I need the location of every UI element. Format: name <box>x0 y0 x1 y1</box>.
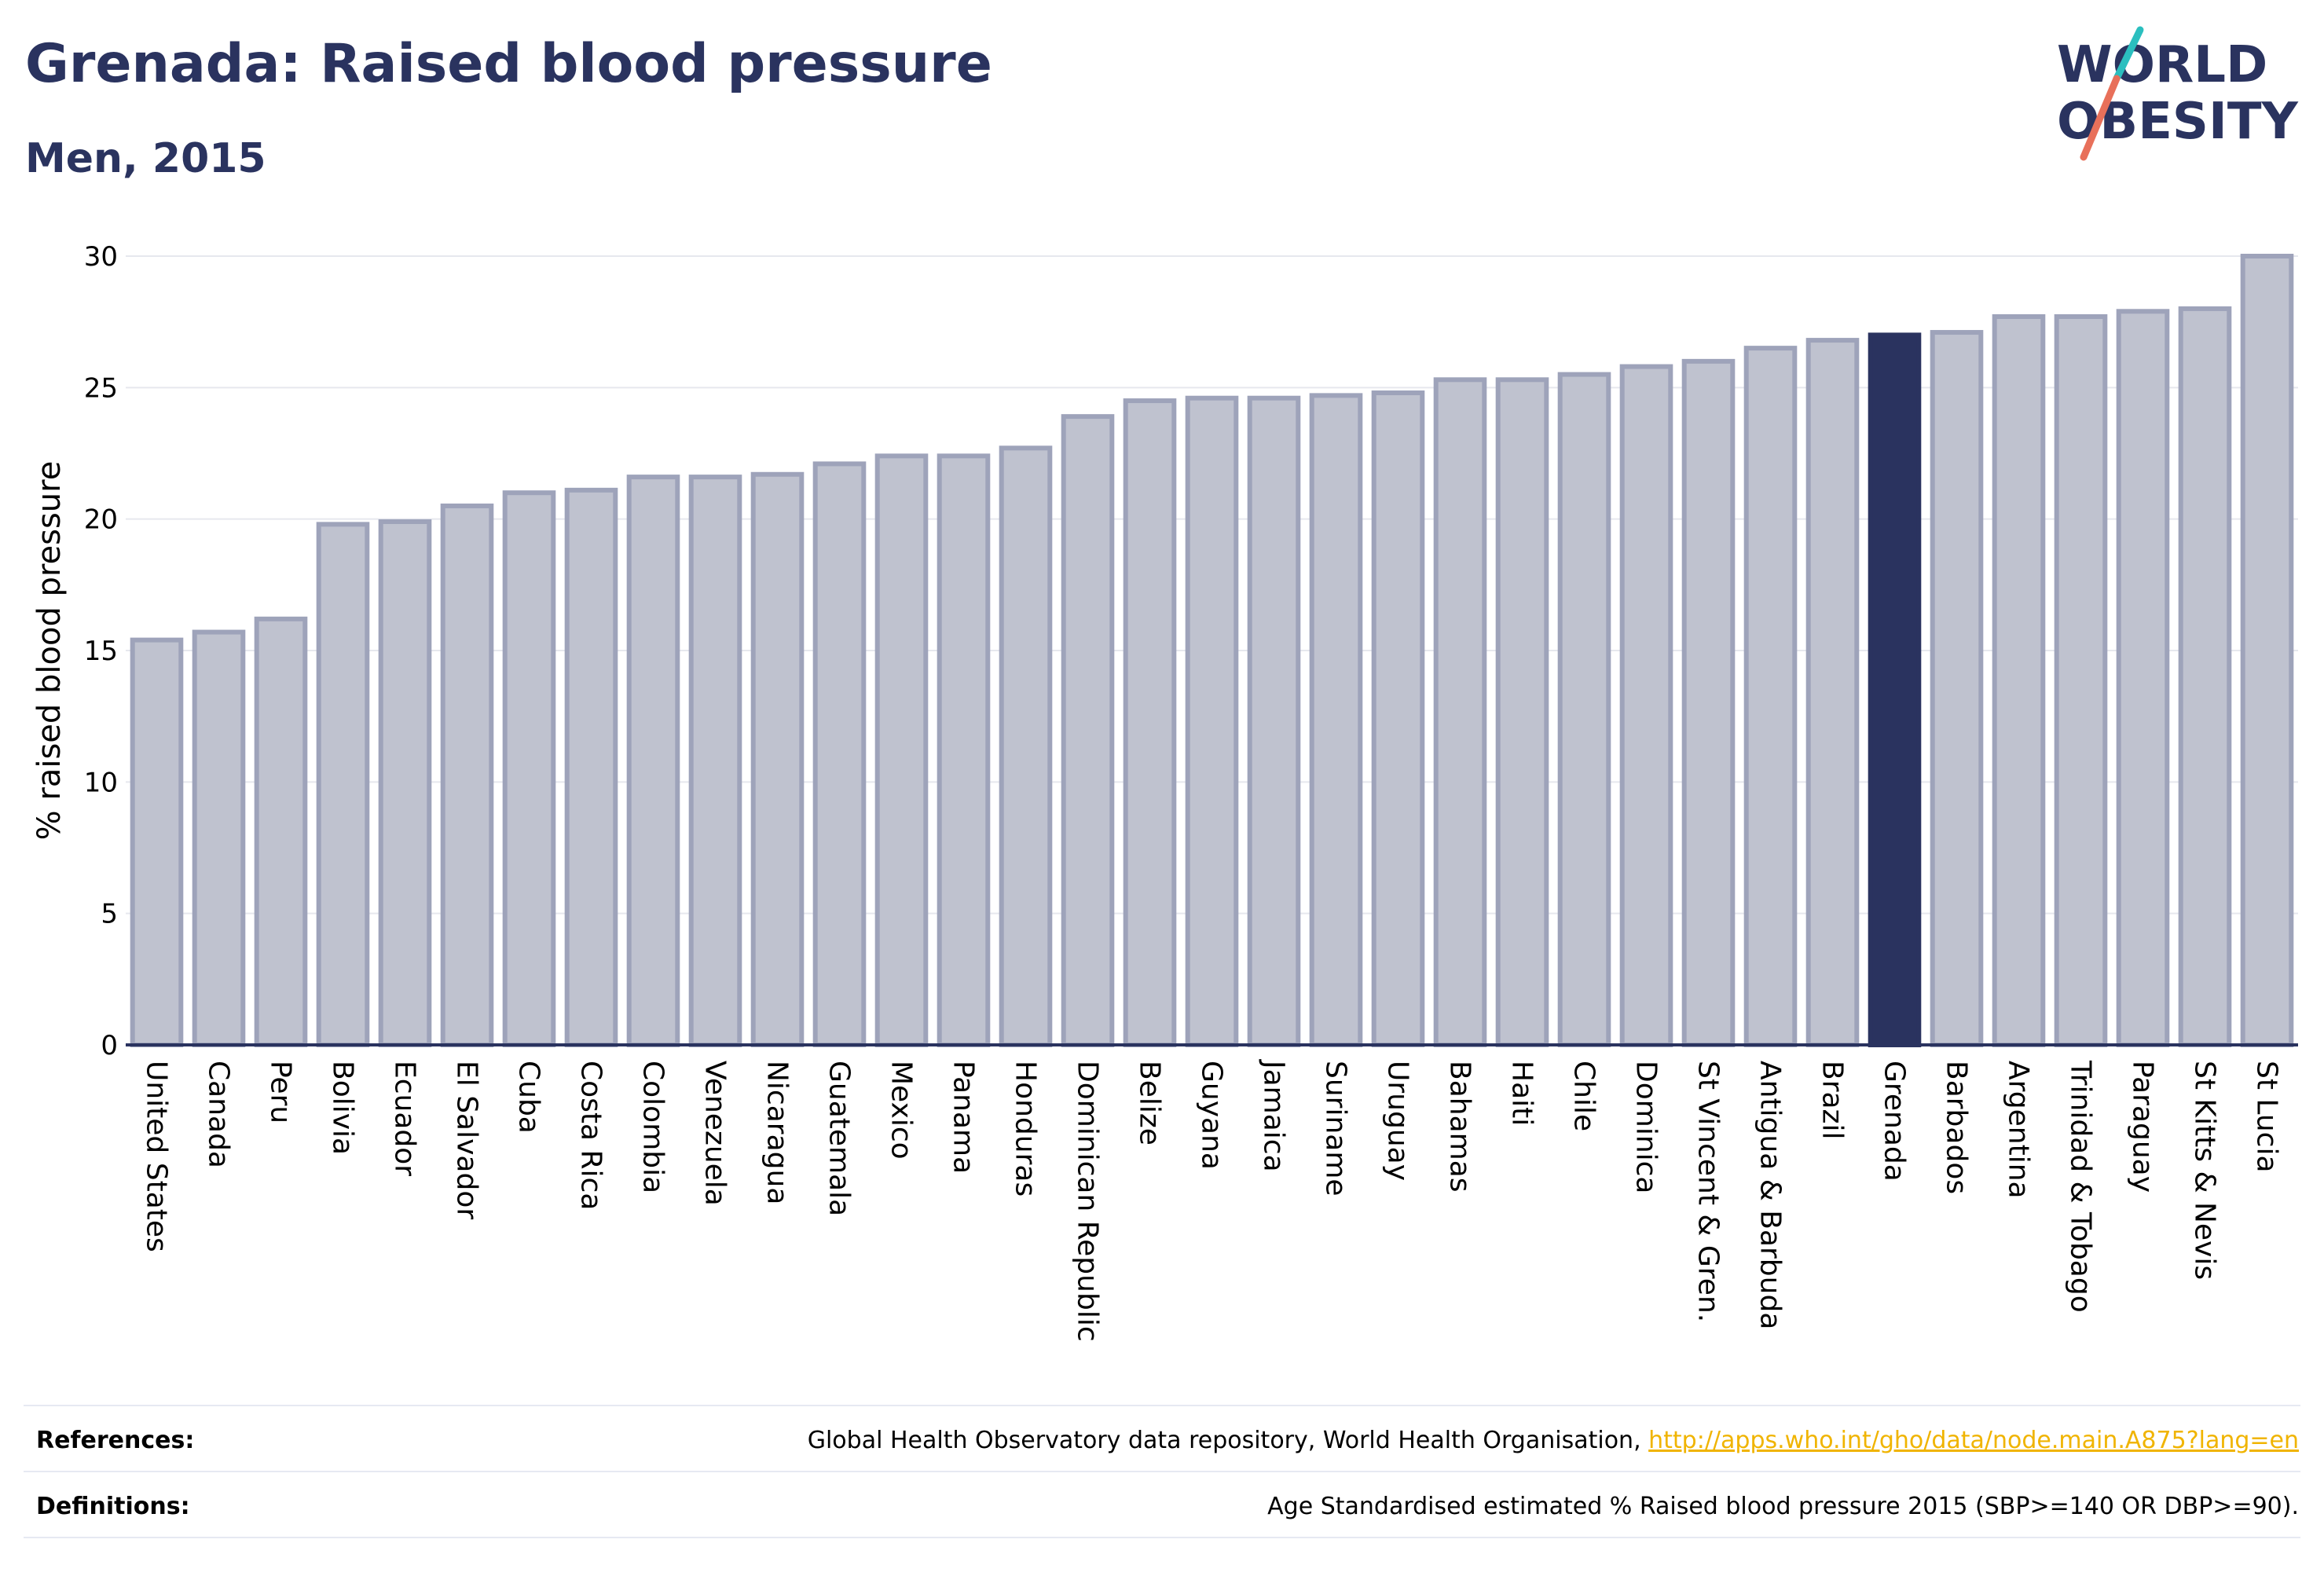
y-tick-label: 20 <box>84 504 118 536</box>
bar <box>626 475 680 1047</box>
y-tick-label: 30 <box>84 241 118 273</box>
bar <box>1930 330 1984 1047</box>
x-tick-label: St Kitts & Nevis <box>2189 1061 2221 1280</box>
y-axis-label: % raised blood pressure <box>31 461 68 841</box>
bar <box>1061 414 1115 1047</box>
bar <box>440 503 494 1047</box>
bar <box>2240 254 2294 1047</box>
bar <box>1805 338 1860 1047</box>
references-text: Global Health Observatory data repositor… <box>808 1427 2299 1454</box>
bar <box>874 453 929 1047</box>
bar <box>130 637 184 1047</box>
bar <box>1557 372 1611 1048</box>
x-tick-label: Uruguay <box>1382 1061 1414 1181</box>
x-tick-label: Honduras <box>1010 1061 1042 1197</box>
bar <box>2054 313 2108 1047</box>
x-tick-label: El Salvador <box>451 1061 483 1219</box>
x-tick-label: Jamaica <box>1258 1059 1290 1172</box>
bar <box>999 445 1053 1047</box>
chart-subtitle: Men, 2015 <box>25 135 266 182</box>
bar <box>1247 395 1301 1048</box>
definitions-label: Definitions: <box>36 1493 190 1520</box>
bar <box>1433 377 1487 1047</box>
x-tick-label: Suriname <box>1320 1061 1352 1197</box>
bar <box>2116 309 2170 1047</box>
bar <box>1681 358 1736 1048</box>
x-tick-label: Canada <box>203 1061 235 1168</box>
x-tick-label: Argentina <box>2003 1061 2035 1199</box>
x-tick-label: Nicaragua <box>761 1061 794 1204</box>
bar <box>1185 395 1239 1048</box>
x-tick-label: Dominican Republic <box>1072 1061 1104 1342</box>
x-tick-label: St Vincent & Gren. <box>1692 1061 1725 1322</box>
y-tick-label: 5 <box>101 899 118 930</box>
x-tick-label: Dominica <box>1630 1061 1662 1194</box>
bar <box>378 519 432 1047</box>
x-tick-label: Bahamas <box>1444 1061 1476 1193</box>
references-label: References: <box>36 1427 195 1454</box>
x-tick-label: Venezuela <box>699 1061 731 1206</box>
x-tick-label: Trinidad & Tobago <box>2065 1060 2097 1313</box>
bar <box>1992 313 2046 1047</box>
bar-highlight <box>1868 332 1922 1047</box>
bar <box>812 461 867 1047</box>
bar <box>1309 393 1363 1047</box>
x-tick-label: Haiti <box>1506 1061 1538 1126</box>
bar <box>688 475 742 1047</box>
world-obesity-logo: WORLD OBESITY <box>2057 26 2298 161</box>
x-tick-label: Bolivia <box>327 1061 359 1155</box>
bar <box>564 487 618 1047</box>
x-tick-label: Chile <box>1568 1061 1600 1131</box>
bar <box>192 629 246 1047</box>
bar <box>1495 377 1549 1047</box>
bar <box>1123 398 1177 1048</box>
chart-title: Grenada: Raised blood pressure <box>25 33 992 95</box>
x-tick-label: United States <box>141 1061 173 1252</box>
bar <box>254 616 308 1047</box>
y-tick-label: 25 <box>84 372 118 404</box>
bar <box>1743 346 1798 1047</box>
x-tick-label: St Lucia <box>2251 1061 2283 1173</box>
references-source: Global Health Observatory data repositor… <box>807 1427 1649 1454</box>
bar <box>1619 364 1673 1047</box>
logo-slash-red <box>2080 75 2121 161</box>
bar <box>316 522 370 1047</box>
y-tick-label: 15 <box>84 636 118 667</box>
footer-divider <box>24 1471 2300 1472</box>
x-tick-label: Mexico <box>885 1061 918 1160</box>
x-tick-label: Antigua & Barbuda <box>1754 1061 1787 1329</box>
x-tick-label: Brazil <box>1816 1061 1849 1139</box>
x-tick-label: Barbados <box>1941 1061 1973 1194</box>
footer-divider <box>24 1405 2300 1406</box>
x-tick-label: Peru <box>265 1061 297 1123</box>
definitions-text: Age Standardised estimated % Raised bloo… <box>1267 1493 2299 1520</box>
references-link[interactable]: http://apps.who.int/gho/data/node.main.A… <box>1648 1427 2299 1454</box>
bar-chart: 0 5 10 15 20 25 30 % raised blood pressure Unite… <box>31 241 2298 1342</box>
x-tick-label: Costa Rica <box>575 1061 607 1210</box>
x-tick-label: Belize <box>1134 1061 1166 1145</box>
x-tick-label: Colombia <box>637 1061 669 1193</box>
y-tick-label: 10 <box>84 767 118 798</box>
y-tick-label: 0 <box>101 1030 118 1061</box>
bar <box>502 490 556 1047</box>
bar <box>750 471 805 1047</box>
x-tick-label: Guyana <box>1196 1061 1228 1170</box>
bar <box>2178 306 2232 1047</box>
x-tick-label: Paraguay <box>2127 1061 2159 1193</box>
x-tick-label: Ecuador <box>389 1061 421 1176</box>
x-tick-label: Grenada <box>1879 1061 1911 1182</box>
logo-line1: WORLD <box>2057 36 2267 94</box>
logo-slash-teal <box>2113 26 2144 82</box>
x-tick-label: Cuba <box>513 1061 545 1134</box>
footer-divider <box>24 1537 2300 1538</box>
x-tick-label: Panama <box>948 1061 980 1174</box>
x-tick-label: Guatemala <box>823 1061 856 1216</box>
bar <box>937 453 991 1047</box>
bar <box>1371 390 1425 1047</box>
